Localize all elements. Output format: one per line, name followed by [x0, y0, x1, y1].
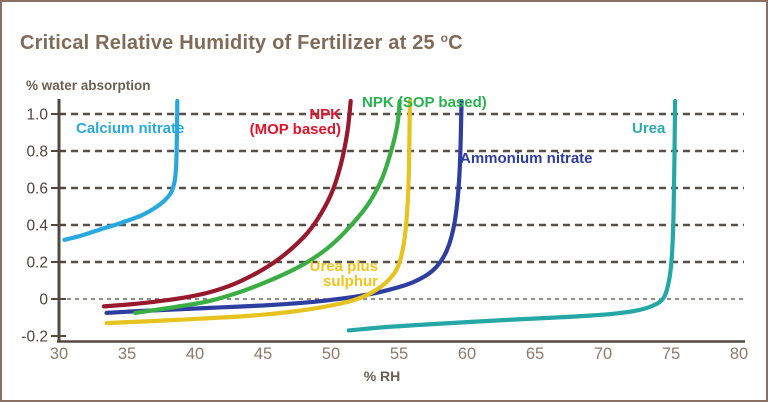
x-tick-label: 30 — [50, 345, 68, 363]
x-tick-label: 35 — [118, 345, 136, 363]
y-tick-label: 1.0 — [26, 107, 48, 124]
x-tick-label: 65 — [526, 345, 544, 363]
x-tick-label: 70 — [594, 345, 612, 363]
chart-title: Critical Relative Humidity of Fertilizer… — [20, 31, 463, 55]
curve-urea — [346, 98, 678, 333]
y-tick-label: 0.8 — [26, 144, 48, 161]
y-tick-label: 0.4 — [26, 218, 48, 235]
curve-npk-mop-based- — [101, 98, 353, 309]
y-tick-label: -0.2 — [21, 329, 48, 346]
curve-urea-plus-sulphur — [104, 98, 412, 326]
x-tick-label: 75 — [662, 345, 680, 363]
x-axis-title: % RH — [363, 368, 401, 384]
x-tick-label: 80 — [730, 345, 748, 363]
curve-npk-sop-based- — [133, 98, 402, 315]
x-tick-label: 45 — [254, 345, 272, 363]
series-label-urea: Urea — [632, 120, 666, 137]
series-label-ammonium-nitrate: Ammonium nitrate — [460, 150, 593, 167]
y-tick-label: 0.2 — [26, 255, 48, 272]
x-tick-label: 55 — [390, 345, 408, 363]
series-label-urea-plus-sulphur: Urea plus sulphur — [309, 258, 378, 291]
y-tick-label: 0.6 — [26, 181, 48, 198]
chart-title-unit: C — [448, 32, 463, 54]
series-label-npk-mop: NPK (MOP based) — [249, 106, 341, 139]
x-tick-label: 50 — [322, 345, 340, 363]
curve-ammonium-nitrate — [104, 98, 464, 315]
chart-title-text: Critical Relative Humidity of Fertilizer… — [20, 32, 441, 54]
y-tick-label: 0 — [39, 292, 48, 309]
series-label-calcium-nitrate: Calcium nitrate — [76, 120, 185, 137]
series-label-npk-sop: NPK (SOP based) — [362, 94, 487, 111]
x-tick-label: 60 — [458, 345, 476, 363]
curve-calcium-nitrate — [62, 98, 180, 242]
degree-superscript: o — [440, 31, 449, 45]
x-tick-label: 40 — [186, 345, 204, 363]
y-axis-title: % water absorption — [26, 78, 151, 93]
